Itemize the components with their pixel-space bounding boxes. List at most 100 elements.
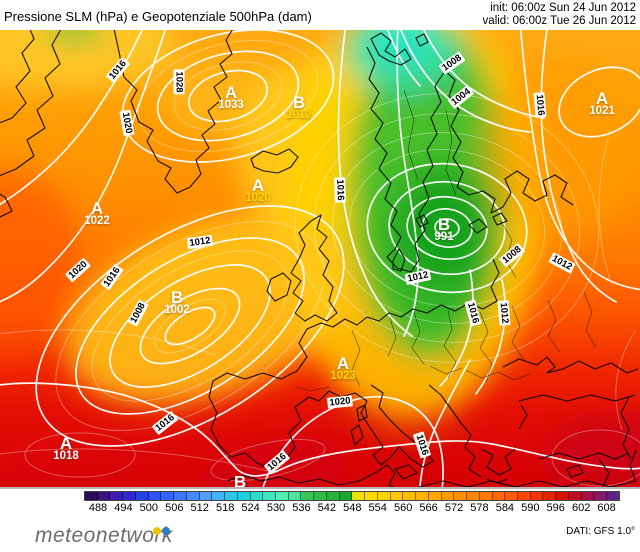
color-scale-segment: [581, 492, 595, 500]
pressure-center-low: B: [233, 472, 247, 489]
color-scale-tick: 524: [241, 502, 260, 514]
color-scale-tick: 596: [546, 502, 565, 514]
contour-value-label: 1016: [105, 56, 131, 84]
color-scale-tick: 542: [317, 502, 337, 514]
weather-map: 1016 1028 1020 1008 1004 1016 1016 1012 1020 1016…: [0, 30, 640, 489]
color-scale-segment: [276, 492, 289, 500]
color-scale-segment: [148, 492, 162, 500]
coastlines: [0, 30, 639, 487]
color-scale-segment: [250, 492, 264, 500]
color-scale-tick: 578: [470, 502, 489, 514]
color-scale-segment: [568, 492, 582, 500]
color-scale-segment: [288, 492, 302, 500]
color-scale-segment: [174, 492, 187, 500]
color-scale-segment: [161, 492, 175, 500]
data-source-label: DATI: GFS 1.0°: [566, 526, 635, 537]
color-scale-tick: 506: [165, 502, 184, 514]
color-scale-segment: [225, 492, 238, 500]
color-scale-segment: [123, 492, 136, 500]
contour-value-label: 1016: [151, 410, 179, 436]
color-scale-segment: [237, 492, 251, 500]
color-scale-segment: [199, 492, 213, 500]
logo-dot-yellow: [153, 527, 161, 535]
color-scale-segment: [301, 492, 315, 500]
color-scale-segment: [479, 492, 493, 500]
country-borders: [295, 89, 597, 392]
color-scale-segment: [454, 492, 468, 500]
color-scale-tick: 572: [444, 502, 464, 514]
pressure-center-low: B 991: [434, 215, 454, 243]
color-scale-tick: 512: [190, 502, 209, 514]
color-scale-tick: 488: [88, 502, 108, 514]
pressure-center-low: B 1012: [286, 93, 312, 121]
contour-value-label: 1020: [326, 395, 354, 409]
contour-value-label: 1008: [498, 242, 526, 268]
isobar-lines: [0, 30, 640, 487]
pressure-center-high: A 1021: [589, 89, 615, 117]
color-scale-segment: [594, 492, 608, 500]
init-time: init: 06:00z Sun 24 Jun 2012: [490, 2, 636, 14]
color-scale-segment: [467, 492, 480, 500]
color-scale-segment: [505, 492, 518, 500]
color-scale-segment: [441, 492, 455, 500]
contour-value-label: 1008: [438, 51, 466, 75]
color-scale-tick: 518: [215, 502, 235, 514]
color-scale-segment: [97, 492, 111, 500]
color-scale-segment: [326, 492, 340, 500]
contour-value-label: 1012: [548, 252, 576, 274]
valid-time: valid: 06:00z Tue 26 Jun 2012: [482, 15, 636, 27]
color-scale-segment: [530, 492, 544, 500]
contour-value-label: 1012: [404, 269, 432, 285]
color-scale-tick: 548: [343, 502, 362, 514]
color-scale-tick: 536: [292, 502, 311, 514]
pressure-center-high: A 1023: [330, 354, 356, 382]
color-scale-segment: [492, 492, 506, 500]
color-scale-tick: 608: [597, 502, 616, 514]
color-scale-segment: [263, 492, 277, 500]
color-scale-tick: 566: [419, 502, 438, 514]
contour-value-label: 1016: [263, 449, 291, 475]
geopotential-color-scale: [84, 491, 620, 501]
contour-value-label: 1016: [412, 431, 432, 459]
logo-dots: [152, 527, 170, 535]
color-scale-segment: [110, 492, 124, 500]
color-scale-tick: 494: [114, 502, 133, 514]
color-scale-segment: [186, 492, 200, 500]
color-scale-tick: 554: [368, 502, 387, 514]
contour-value-label: 1004: [447, 84, 475, 110]
color-scale-segment: [314, 492, 327, 500]
contour-value-label: 1020: [119, 109, 135, 137]
pressure-center-high: A 1033: [218, 83, 244, 111]
color-scale-segment: [607, 492, 619, 500]
run-times: init: 06:00z Sun 24 Jun 2012 valid: 06:0…: [483, 2, 636, 28]
contour-value-label: 1012: [497, 299, 511, 327]
logo-dot-blue: [162, 527, 170, 535]
contour-value-label: 1016: [533, 91, 547, 119]
contour-value-label: 1028: [173, 69, 185, 95]
color-scale-segment: [403, 492, 417, 500]
pressure-center-high: A 1022: [84, 199, 110, 227]
pressure-center-low: B 1002: [164, 288, 190, 316]
color-scale-segment: [543, 492, 557, 500]
map-label-layer: 1016 1028 1020 1008 1004 1016 1016 1012 1020 1016…: [0, 30, 640, 487]
contour-value-label: 1012: [186, 234, 214, 250]
meteonetwork-logo: meteonetwork: [35, 524, 173, 547]
color-scale-tick: 530: [266, 502, 286, 514]
color-scale-segment: [212, 492, 226, 500]
color-scale-tick: 584: [495, 502, 515, 514]
contour-value-label: 1016: [100, 263, 124, 291]
pressure-center-high: A 1018: [53, 434, 79, 462]
color-scale-tick: 500: [139, 502, 159, 514]
footer: meteonetwork DATI: GFS 1.0°: [0, 518, 640, 552]
color-scale-segment: [352, 492, 366, 500]
color-scale-segment: [339, 492, 353, 500]
contour-value-label: 1016: [464, 299, 482, 327]
color-scale-segment: [390, 492, 404, 500]
contour-value-label: 1008: [127, 299, 149, 327]
map-title: Pressione SLM (hPa) e Geopotenziale 500h…: [4, 9, 312, 24]
color-scale-segment: [517, 492, 531, 500]
color-scale-segment: [85, 492, 98, 500]
contour-value-label: 1016: [334, 177, 346, 203]
color-scale-tick: 602: [571, 502, 591, 514]
color-scale-tick: 590: [521, 502, 540, 514]
